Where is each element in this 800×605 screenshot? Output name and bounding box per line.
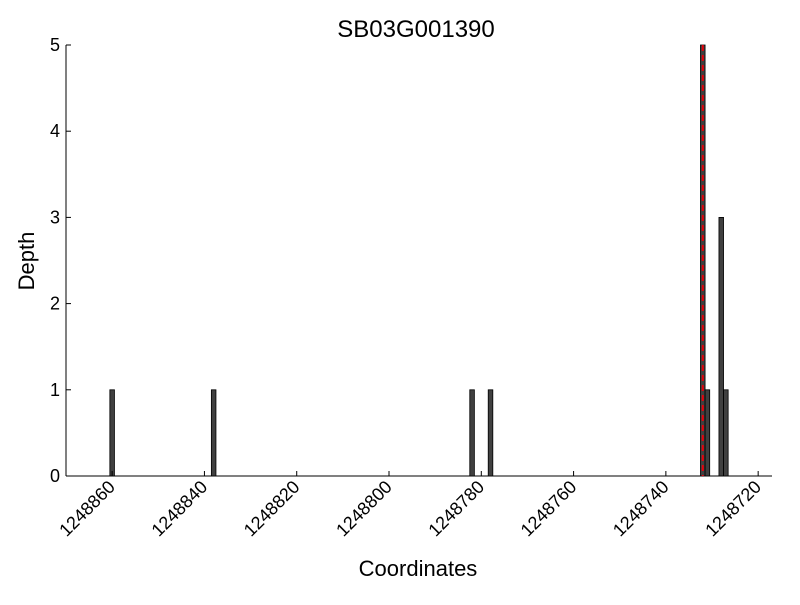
x-tick-label-7: 1248720 [701,477,765,541]
bar-2 [469,389,475,477]
y-tick-label-0: 0 [50,466,60,486]
bar-0 [109,389,115,477]
bar-1 [210,389,217,477]
x-tick-label-4: 1248780 [424,477,488,541]
bar-6 [718,216,724,477]
y-tick-label-3: 3 [50,207,60,227]
x-tick-label-6: 1248740 [609,477,673,541]
x-tick-label-1: 1248840 [148,477,212,541]
bars-group [109,44,729,477]
x-tick-label-5: 1248760 [517,477,581,541]
chart-title: SB03G001390 [337,16,494,43]
bar-3 [487,389,494,477]
x-axis-label: Coordinates [359,556,478,581]
ticks-group: 0 1 2 3 4 5 1248860 1248840 1248820 1248800 124878… [50,35,765,540]
y-tick-label-2: 2 [50,294,60,314]
y-tick-label-4: 4 [50,121,60,141]
y-tick-label-1: 1 [50,380,60,400]
x-tick-label-0: 1248860 [55,477,119,541]
x-tick-label-3: 1248800 [332,477,396,541]
axes [65,45,772,477]
y-axis-label: Depth [14,232,39,291]
bar-5 [704,389,711,477]
bar-7 [723,389,729,477]
y-tick-label-5: 5 [50,35,60,55]
x-tick-label-2: 1248820 [240,477,304,541]
